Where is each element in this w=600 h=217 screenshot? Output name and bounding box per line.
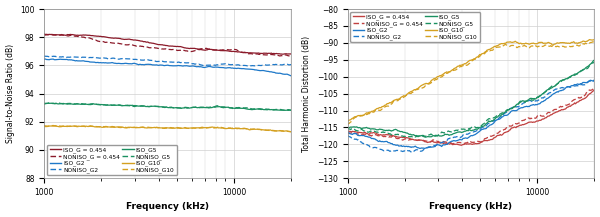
Y-axis label: Signal-to-Noise Ratio (dB): Signal-to-Noise Ratio (dB) bbox=[5, 44, 14, 143]
X-axis label: Frequency (kHz): Frequency (kHz) bbox=[126, 202, 209, 211]
X-axis label: Frequency (kHz): Frequency (kHz) bbox=[430, 202, 512, 211]
Legend: ISO_G = 0.454, NONISO_G = 0.454, ISO_G2, NONISO_G2, ISO_G5, NONISO_G5, ISO_G10, : ISO_G = 0.454, NONISO_G = 0.454, ISO_G2,… bbox=[350, 12, 480, 42]
Y-axis label: Total Harmonic Distortion (dB): Total Harmonic Distortion (dB) bbox=[302, 36, 311, 152]
Legend: ISO_G = 0.454, NONISO_G = 0.454, ISO_G2, NONISO_G2, ISO_G5, NONISO_G5, ISO_G10, : ISO_G = 0.454, NONISO_G = 0.454, ISO_G2,… bbox=[47, 145, 177, 175]
